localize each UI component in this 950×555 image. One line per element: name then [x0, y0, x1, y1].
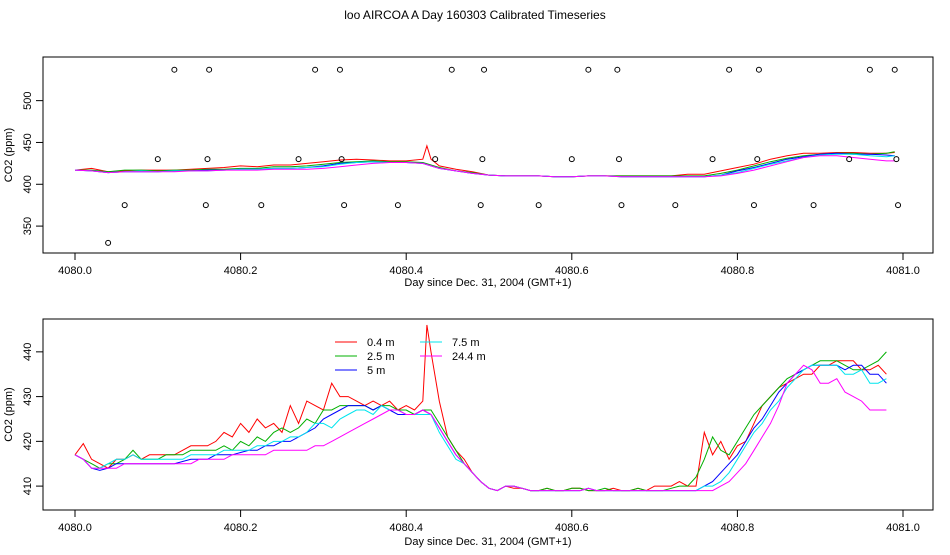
top-data-point — [672, 202, 679, 209]
legend-label: 5 m — [367, 365, 385, 377]
figure-title: loo AIRCOA A Day 160303 Calibrated Times… — [344, 8, 605, 22]
top-data-point — [206, 66, 213, 73]
top-data-point — [755, 66, 762, 73]
top-y-tick-label: 450 — [22, 133, 34, 151]
bottom-series-line-24-4-m — [74, 364, 887, 492]
top-y-axis-title: CO2 (ppm) — [3, 128, 15, 182]
bottom-panel: 4080.0 4080.2 4080.4 4080.6 4080.8 4081.0 410 4… — [3, 318, 934, 548]
top-y-tick-label: 400 — [22, 175, 34, 193]
top-data-point — [585, 66, 592, 73]
top-data-point — [105, 239, 112, 246]
top-x-tick-label: 4081.0 — [886, 265, 920, 277]
top-data-point — [312, 66, 319, 73]
top-data-point — [618, 202, 625, 209]
top-data-point — [754, 156, 761, 163]
top-data-point — [535, 202, 542, 209]
top-y-tick-label: 350 — [22, 217, 34, 235]
legend-label: 24.4 m — [452, 351, 486, 363]
top-data-point — [568, 156, 575, 163]
legend-label: 0.4 m — [367, 337, 395, 349]
bottom-y-tick-label: 430 — [22, 387, 34, 405]
top-data-point — [479, 156, 486, 163]
top-data-point — [341, 202, 348, 209]
top-data-point — [893, 156, 900, 163]
bottom-x-tick-label: 4080.6 — [555, 522, 589, 534]
top-data-point — [336, 66, 343, 73]
top-data-point — [477, 202, 484, 209]
top-data-point — [891, 66, 898, 73]
bottom-x-tick-label: 4080.8 — [721, 522, 755, 534]
top-data-point — [750, 202, 757, 209]
top-data-point — [295, 156, 302, 163]
top-data-point — [726, 66, 733, 73]
top-data-point — [709, 156, 716, 163]
top-data-point — [394, 202, 401, 209]
top-data-point — [614, 66, 621, 73]
top-data-point — [338, 156, 345, 163]
top-plot-frame — [42, 56, 934, 254]
legend-label: 7.5 m — [452, 337, 480, 349]
top-data-point — [846, 156, 853, 163]
bottom-x-tick-label: 4080.2 — [224, 522, 258, 534]
bottom-x-axis-title: Day since Dec. 31, 2004 (GMT+1) — [404, 536, 571, 548]
top-data-point — [481, 66, 488, 73]
bottom-y-tick-label: 440 — [22, 343, 34, 361]
top-series-line-24-4-m — [74, 155, 895, 178]
bottom-plot-frame — [42, 318, 934, 511]
bottom-y-tick-label: 410 — [22, 477, 34, 495]
bottom-y-tick-label: 420 — [22, 432, 34, 450]
top-panel: 4080.0 4080.2 4080.4 4080.6 4080.8 4081.0 350 4… — [3, 56, 934, 289]
top-x-tick-label: 4080.4 — [389, 265, 423, 277]
top-data-point — [866, 66, 873, 73]
top-series-line-0-4-m — [74, 144, 895, 178]
top-x-tick-label: 4080.8 — [721, 265, 755, 277]
bottom-series-line-2-5-m — [74, 351, 887, 492]
legend-label: 2.5 m — [367, 351, 395, 363]
top-data-point — [432, 156, 439, 163]
top-data-point — [448, 66, 455, 73]
top-x-tick-label: 4080.2 — [224, 265, 258, 277]
top-x-axis-title: Day since Dec. 31, 2004 (GMT+1) — [404, 277, 571, 289]
bottom-x-tick-label: 4080.4 — [389, 522, 423, 534]
bottom-series-line-5-m — [74, 364, 887, 492]
bottom-y-axis-title: CO2 (ppm) — [3, 387, 15, 441]
top-data-point — [810, 202, 817, 209]
top-data-point — [202, 202, 209, 209]
top-data-point — [615, 156, 622, 163]
top-x-tick-label: 4080.6 — [555, 265, 589, 277]
bottom-series-line-7-5-m — [74, 364, 887, 492]
bottom-x-tick-label: 4081.0 — [886, 522, 920, 534]
top-data-point — [895, 202, 902, 209]
top-data-point — [154, 156, 161, 163]
top-data-point — [258, 202, 265, 209]
top-data-point — [171, 66, 178, 73]
bottom-x-tick-label: 4080.0 — [58, 522, 92, 534]
top-data-point — [121, 202, 128, 209]
bottom-series-line-0-4-m — [74, 324, 887, 492]
top-x-tick-label: 4080.0 — [58, 265, 92, 277]
top-data-point — [204, 156, 211, 163]
top-y-tick-label: 500 — [22, 91, 34, 109]
top-series-line-5-m — [74, 152, 895, 178]
